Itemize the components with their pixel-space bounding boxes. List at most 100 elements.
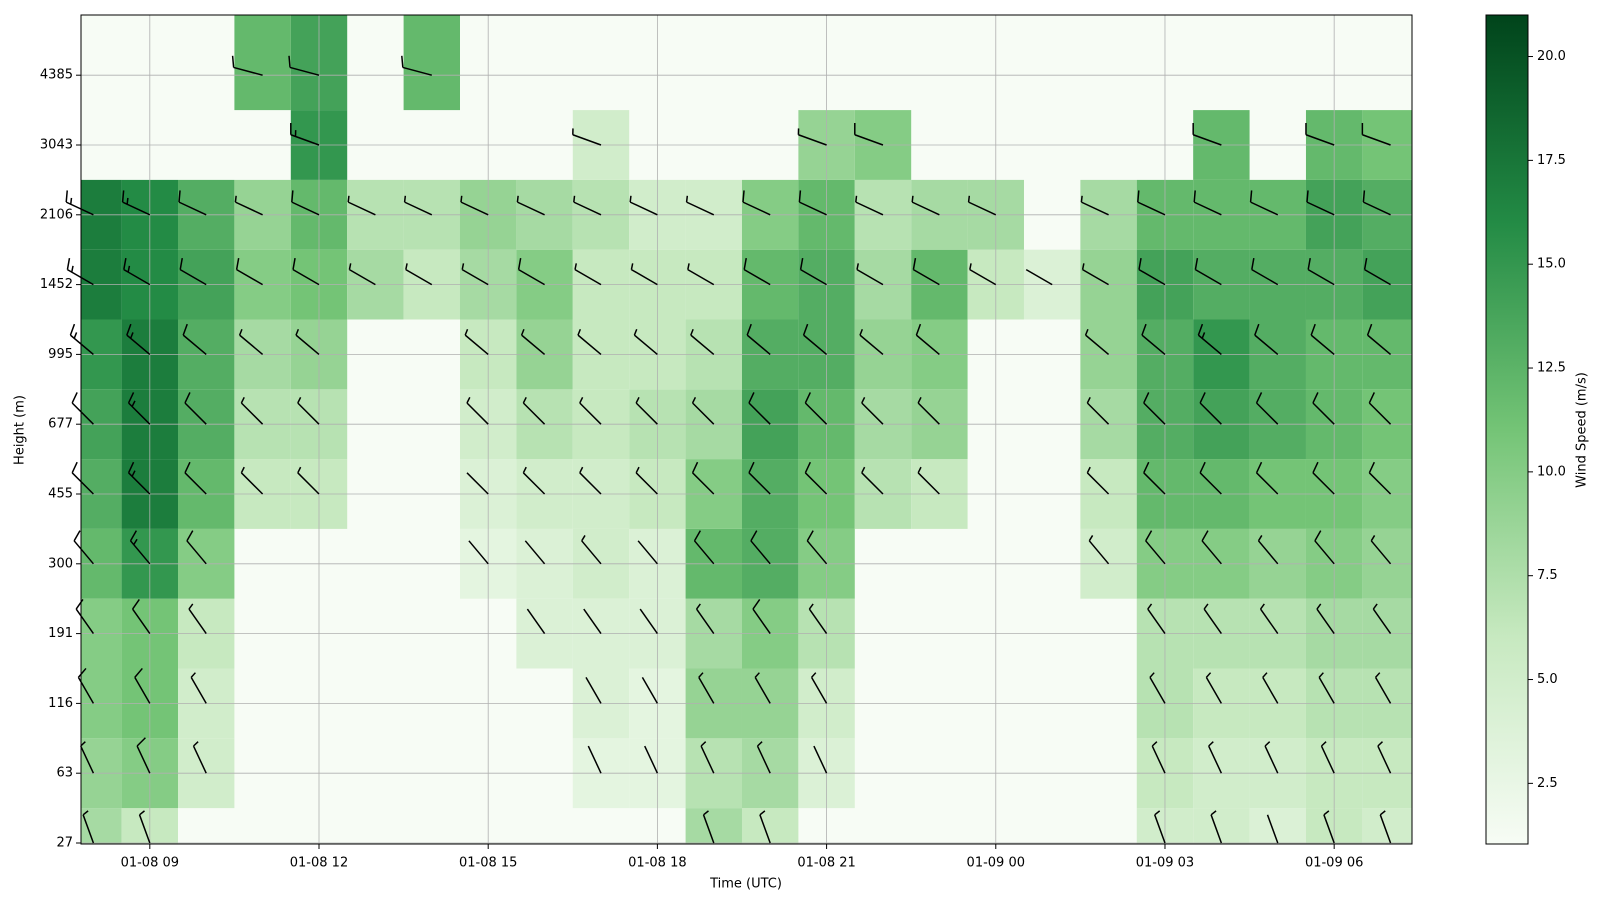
wind-barb — [1363, 257, 1391, 286]
wind-barb — [1254, 323, 1279, 355]
x-tick-label: 01-08 12 — [290, 856, 348, 871]
wind-barb — [131, 599, 151, 635]
wind-barb — [1141, 323, 1166, 355]
wind-barb — [637, 540, 658, 565]
wind-barb — [464, 328, 489, 355]
heatmap-cell — [234, 15, 291, 111]
wind-barb — [1306, 190, 1335, 216]
wind-barb — [1323, 810, 1335, 844]
wind-barb — [1193, 190, 1222, 216]
y-tick-label: 27 — [56, 836, 73, 851]
wind-barb — [1379, 810, 1392, 844]
wind-barb — [192, 741, 207, 774]
y-tick-label: 300 — [48, 556, 73, 571]
wind-barb — [579, 396, 602, 425]
wind-barb — [466, 472, 489, 495]
wind-barb — [1080, 195, 1109, 216]
wind-barb — [1312, 392, 1335, 425]
wind-barb — [184, 392, 207, 425]
wind-barb — [1199, 392, 1222, 425]
wind-barb — [1086, 466, 1110, 495]
wind-barb — [798, 190, 827, 216]
wind-barb — [1305, 123, 1335, 146]
wind-barb — [969, 263, 997, 286]
wind-barb — [138, 810, 151, 844]
wind-barb — [121, 190, 151, 216]
wind-barb — [1025, 268, 1053, 286]
wind-barb — [1255, 392, 1279, 425]
colorbar-tick-label: 12.5 — [1537, 361, 1566, 376]
wind-barb — [1377, 741, 1392, 774]
wind-barb — [629, 195, 658, 216]
y-axis-label: Height (m) — [13, 395, 28, 465]
wind-barb — [698, 672, 715, 704]
wind-barb — [1081, 263, 1109, 286]
wind-barb — [644, 745, 659, 774]
heatmap-cell — [1193, 808, 1250, 844]
wind-barb — [1374, 672, 1392, 704]
wind-barb — [1143, 461, 1166, 495]
wind-barb — [1145, 530, 1166, 565]
wind-barb — [687, 263, 715, 286]
wind-barb — [123, 257, 151, 286]
x-tick-label: 01-08 21 — [797, 856, 855, 871]
wind-barb — [1372, 603, 1392, 635]
wind-barb — [1320, 741, 1335, 774]
wind-barb — [1154, 810, 1166, 844]
wind-barb — [799, 257, 827, 286]
wind-barb — [401, 55, 432, 76]
wind-barb — [348, 263, 376, 286]
colorbar-tick-label: 5.0 — [1537, 672, 1558, 687]
wind-barb — [1264, 741, 1279, 774]
wind-barb — [756, 741, 771, 774]
wind-barb — [695, 603, 715, 635]
heatmap-cell — [403, 15, 460, 111]
wind-barb — [573, 195, 602, 216]
wind-barb — [69, 323, 94, 355]
wind-barb — [630, 263, 658, 286]
wind-barb — [583, 608, 602, 635]
wind-barb — [1199, 461, 1222, 495]
heatmap-cell — [741, 808, 799, 844]
wind-barb — [1197, 323, 1222, 355]
plot-frame — [80, 14, 1413, 845]
wind-barb — [235, 257, 263, 286]
y-tick-label: 4385 — [40, 68, 73, 83]
colorbar-tick-label: 2.5 — [1537, 776, 1558, 791]
heatmap-cell — [685, 808, 742, 844]
y-tick-label: 3043 — [40, 138, 73, 153]
wind-barb — [635, 396, 658, 425]
wind-barb — [804, 392, 828, 425]
wind-barb — [75, 599, 95, 635]
wind-barb — [1366, 323, 1392, 355]
wind-barb — [1208, 741, 1223, 774]
wind-barb — [178, 190, 207, 216]
wind-barb — [71, 392, 94, 425]
wind-barb — [702, 810, 715, 844]
wind-barb — [234, 195, 263, 216]
wind-barb — [179, 257, 207, 286]
wind-barb — [1205, 672, 1223, 704]
wind-barb — [1151, 741, 1166, 774]
wind-barb — [810, 672, 828, 704]
wind-barb — [1314, 530, 1335, 565]
wind-barb — [291, 190, 320, 216]
wind-barb — [813, 745, 828, 774]
y-tick-label: 995 — [48, 347, 73, 362]
wind-barb — [917, 396, 940, 425]
wind-barb — [633, 328, 658, 355]
wind-barb — [466, 396, 489, 425]
wind-barb — [690, 328, 715, 355]
wind-barb — [1251, 257, 1279, 286]
wind-barb — [917, 466, 940, 495]
colorbar-tick-label: 17.5 — [1537, 153, 1566, 168]
colorbar-tick-label: 20.0 — [1537, 49, 1566, 64]
wind-barb — [1249, 190, 1279, 216]
y-tick-label: 2106 — [40, 207, 73, 222]
wind-barb — [859, 328, 884, 355]
x-tick-label: 01-08 09 — [121, 856, 179, 871]
y-tick-label: 455 — [48, 487, 73, 502]
wind-barb — [641, 677, 659, 704]
wind-barb — [182, 323, 207, 355]
wind-barb — [522, 396, 546, 425]
